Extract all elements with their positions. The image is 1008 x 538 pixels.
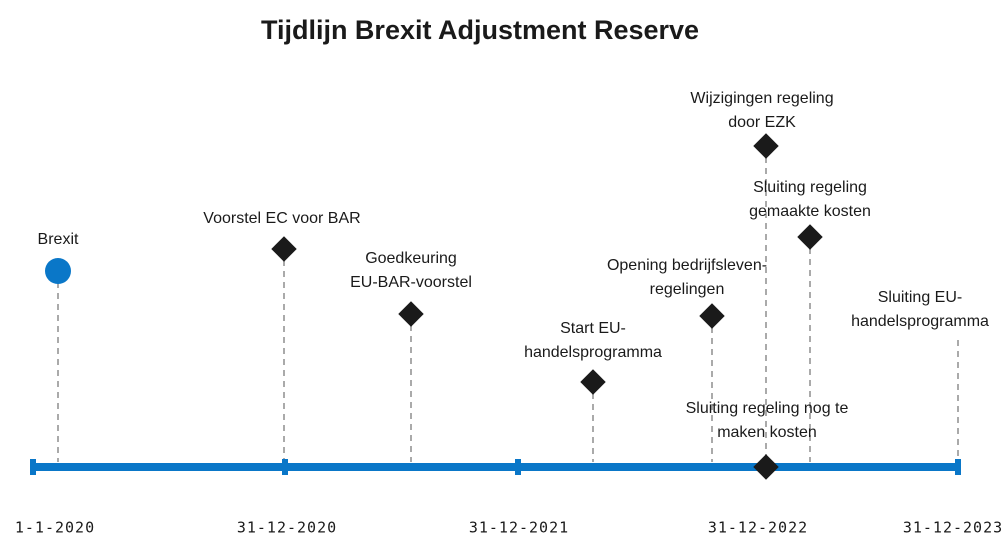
event-label: door EZK (728, 114, 796, 131)
event-marker (271, 236, 297, 262)
event-label: Voorstel EC voor BAR (203, 210, 360, 227)
event-label: handelsprogramma (524, 344, 662, 361)
event-label: regelingen (650, 281, 725, 298)
event-label: handelsprogramma (851, 313, 989, 330)
date-label: 1-1-2020 (15, 519, 95, 537)
event-label: Opening bedrijfsleven- (607, 257, 767, 274)
date-label: 31-12-2021 (469, 519, 569, 537)
event-label: Sluiting regeling nog te (686, 400, 849, 417)
event-label: EU-BAR-voorstel (350, 274, 472, 291)
axis-tick (515, 459, 521, 475)
event-marker (580, 369, 606, 395)
event-marker (753, 133, 779, 159)
axis-tick (30, 459, 36, 475)
event-marker (699, 303, 725, 329)
date-label: 31-12-2020 (237, 519, 337, 537)
event-marker (753, 454, 779, 480)
event-label: gemaakte kosten (749, 203, 871, 220)
marks (45, 133, 823, 480)
axis-tick (955, 459, 961, 475)
event-label: Sluiting EU- (878, 289, 962, 306)
event-label: Goedkeuring (365, 250, 457, 267)
stems (57, 146, 959, 462)
event-label: maken kosten (717, 424, 817, 441)
date-label: 31-12-2023 (903, 519, 1003, 537)
event-label: Brexit (38, 231, 79, 248)
event-marker (45, 258, 71, 284)
event-label: Start EU- (560, 320, 626, 337)
date-label: 31-12-2022 (708, 519, 808, 537)
event-marker (398, 301, 424, 327)
event-label: Sluiting regeling (753, 179, 867, 196)
title: Tijdlijn Brexit Adjustment Reserve (261, 15, 699, 45)
axis-tick (282, 459, 288, 475)
event-marker (797, 224, 823, 250)
event-label: Wijzigingen regeling (690, 90, 833, 107)
